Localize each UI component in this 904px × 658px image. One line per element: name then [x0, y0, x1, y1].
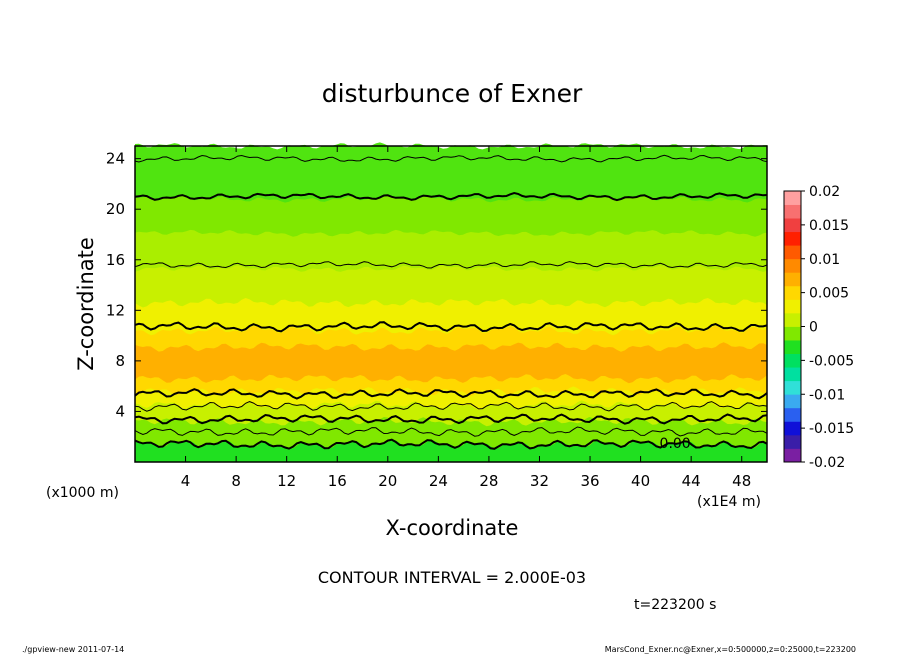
colorbar-tick-label: 0.02 — [809, 184, 840, 200]
contour-line — [134, 438, 768, 450]
y-axis-label: Z-coordinate — [74, 237, 98, 371]
contour-line — [134, 321, 768, 333]
x-axis-label: X-coordinate — [386, 516, 519, 540]
x-tick-label: 48 — [732, 472, 751, 490]
colorbar-swatch — [784, 326, 801, 341]
x-tick-label: 36 — [580, 472, 599, 490]
contour-line — [134, 426, 768, 437]
contour-line — [134, 401, 768, 412]
contour-interval-annotation: CONTOUR INTERVAL = 2.000E-03 — [318, 568, 586, 587]
colorbar-tick-label: 0.005 — [809, 286, 849, 302]
colorbar-tick-label: -0.005 — [809, 353, 854, 369]
y-axis-unit: (x1000 m) — [46, 485, 119, 501]
x-tick-label: 4 — [181, 472, 191, 490]
contour-line — [134, 388, 768, 400]
colorbar-swatch — [784, 367, 801, 382]
colorbar-tick-label: -0.015 — [809, 421, 854, 437]
colorbar-swatch — [784, 407, 801, 422]
x-tick-label: 40 — [631, 472, 650, 490]
colorbar-swatch — [784, 353, 801, 368]
colorbar-tick-label: 0.015 — [809, 218, 849, 234]
colorbar-swatch — [784, 258, 801, 273]
colorbar-swatch — [784, 299, 801, 314]
colorbar-swatch — [784, 231, 801, 246]
x-tick-label: 44 — [682, 472, 701, 490]
colorbar-tick-label: -0.01 — [809, 387, 845, 403]
colorbar-swatch — [784, 448, 801, 463]
colorbar-tick-label: -0.02 — [809, 455, 845, 471]
colorbar: 0.02 0.015 0.01 0.005 0 -0.005 -0.01 -0.015 -0.0… — [783, 184, 854, 471]
x-tick-label: 24 — [429, 472, 448, 490]
colorbar-swatch — [784, 245, 801, 260]
y-tick-label: 16 — [106, 251, 125, 269]
colorbar-tick-labels: 0.02 0.015 0.01 0.005 0 -0.005 -0.01 -0.015 -0.0… — [801, 184, 854, 471]
contour-lines — [134, 154, 768, 450]
x-tick-label: 16 — [328, 472, 347, 490]
color-band — [135, 439, 767, 462]
colorbar-tick-label: 0.01 — [809, 252, 840, 268]
footer-right: MarsCond_Exner.nc@Exner,x=0:500000,z=0:2… — [605, 645, 856, 654]
colorbar-swatch — [784, 434, 801, 449]
x-tick-label: 12 — [277, 472, 296, 490]
chart-title: disturbunce of Exner — [322, 79, 583, 108]
y-tick-label: 24 — [106, 150, 125, 168]
colorbar-swatch — [784, 191, 801, 205]
contour-line — [134, 191, 768, 202]
contour-label: 0.00 — [660, 436, 691, 452]
x-tick-label: 32 — [530, 472, 549, 490]
colorbar-swatch — [784, 421, 801, 436]
x-tick-label: 20 — [378, 472, 397, 490]
y-tick-label: 8 — [115, 352, 125, 370]
y-tick-label: 4 — [115, 402, 125, 420]
time-label: t=223200 s — [634, 597, 716, 613]
y-tick-label: 20 — [106, 200, 125, 218]
colorbar-tick-label: 0 — [809, 320, 818, 336]
colorbar-swatch — [784, 312, 801, 327]
y-tick-label: 12 — [106, 301, 125, 319]
x-tick-label: 28 — [479, 472, 498, 490]
colorbar-swatch — [784, 272, 801, 287]
contour-line — [134, 413, 768, 425]
plot-frame — [134, 145, 768, 463]
contour-line — [134, 261, 768, 269]
colorbar-swatch — [784, 285, 801, 300]
colorbar-swatches — [784, 191, 801, 463]
color-bands — [135, 142, 767, 462]
colorbar-swatch — [784, 394, 801, 409]
footer-left: ./gpview-new 2011-07-14 — [22, 645, 124, 654]
x-axis-unit: (x1E4 m) — [697, 494, 761, 510]
y-axis-ticks: 4 8 12 16 20 24 — [106, 150, 767, 420]
colorbar-swatch — [784, 218, 801, 233]
x-tick-label: 8 — [231, 472, 241, 490]
colorbar-swatch — [784, 380, 801, 395]
x-axis-ticks: 4 8 12 16 20 24 28 32 36 40 44 48 — [181, 146, 751, 490]
colorbar-swatch — [784, 340, 801, 354]
colorbar-swatch — [784, 204, 801, 219]
contour-line — [134, 154, 768, 163]
